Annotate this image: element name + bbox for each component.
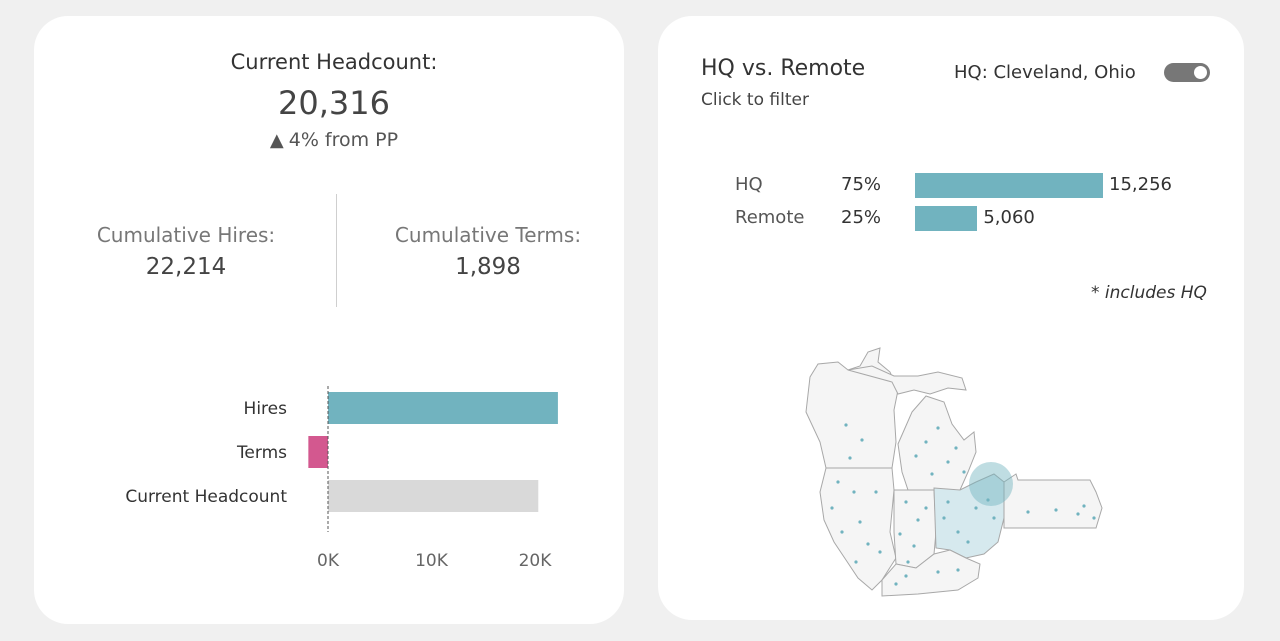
- employee-dot: [874, 490, 878, 494]
- map-state-indiana[interactable]: [893, 489, 937, 569]
- toggle-knob: [1194, 66, 1207, 79]
- employee-dot: [904, 500, 908, 504]
- category-label: Terms: [236, 443, 287, 463]
- hq-toggle-switch[interactable]: [1164, 63, 1210, 82]
- hq-cleveland-bubble[interactable]: [969, 462, 1013, 506]
- hq-remote-subtitle: Click to filter: [701, 90, 809, 110]
- employee-dot: [966, 540, 970, 544]
- employee-dot: [974, 506, 978, 510]
- employee-dot: [898, 532, 902, 536]
- employee-dot: [858, 520, 862, 524]
- hq-row-percent: 25%: [841, 207, 882, 228]
- employee-dot: [962, 470, 966, 474]
- employee-dot: [860, 438, 864, 442]
- employee-dot: [986, 498, 990, 502]
- employee-dot: [866, 542, 870, 546]
- headcount-card: Current Headcount: 20,316 ▲ 4% from PP Cu…: [34, 16, 624, 624]
- headcount-value: 20,316: [278, 84, 390, 122]
- employee-dot: [852, 490, 856, 494]
- x-tick-label: 0K: [317, 551, 340, 571]
- bar-hires[interactable]: [328, 392, 558, 424]
- hq-row-label: HQ: [735, 174, 763, 195]
- employee-dot: [1092, 516, 1096, 520]
- employee-dot: [894, 582, 898, 586]
- cumulative-terms-label: Cumulative Terms:: [394, 223, 582, 247]
- employee-dot: [956, 568, 960, 572]
- employee-dot: [906, 560, 910, 564]
- employee-dot: [930, 472, 934, 476]
- hq-row-bar[interactable]: [915, 206, 978, 231]
- employee-dot: [904, 574, 908, 578]
- bar-current-headcount[interactable]: [328, 480, 539, 512]
- hq-remote-card: HQ vs. Remote Click to filter HQ: Clevel…: [658, 16, 1244, 620]
- up-triangle-icon: ▲: [269, 130, 284, 151]
- employee-dot: [844, 423, 848, 427]
- employee-dot: [954, 446, 958, 450]
- x-tick-label: 20K: [519, 551, 553, 571]
- hires-terms-bar-chart: Hires Terms Current Headcount 0K 10K 20K: [125, 386, 558, 571]
- headcount-title: Current Headcount:: [230, 50, 438, 74]
- employee-dot: [1026, 510, 1030, 514]
- hq-remote-title: HQ vs. Remote: [701, 56, 866, 81]
- hq-location-label: HQ: Cleveland, Ohio: [954, 62, 1136, 83]
- map-state-michigan-lower[interactable]: [897, 395, 977, 491]
- employee-dot: [946, 500, 950, 504]
- employee-dot: [956, 530, 960, 534]
- hq-row-label: Remote: [735, 207, 805, 228]
- employee-dot: [936, 426, 940, 430]
- employee-dot: [942, 516, 946, 520]
- employee-dot: [914, 454, 918, 458]
- map-state-illinois[interactable]: [819, 467, 897, 591]
- cumulative-hires-value: 22,214: [145, 254, 227, 280]
- x-tick-label: 10K: [415, 551, 449, 571]
- employee-dot: [840, 530, 844, 534]
- hq-row-value: 5,060: [983, 207, 1035, 228]
- hq-row-value: 15,256: [1109, 174, 1172, 195]
- employee-dot: [946, 460, 950, 464]
- employee-dot: [916, 518, 920, 522]
- map-state-ohio[interactable]: [933, 473, 1005, 559]
- category-label: Hires: [244, 399, 288, 419]
- employee-dot: [912, 544, 916, 548]
- employee-dot: [878, 550, 882, 554]
- includes-hq-note: * includes HQ: [1091, 283, 1207, 303]
- employee-dot: [924, 506, 928, 510]
- map-state-wisconsin[interactable]: [805, 347, 899, 471]
- employee-dot: [836, 480, 840, 484]
- kpi-divider: [336, 194, 337, 307]
- employee-dot: [936, 570, 940, 574]
- employee-dot: [1054, 508, 1058, 512]
- map-state-michigan-upper[interactable]: [847, 365, 967, 395]
- employee-dot: [924, 440, 928, 444]
- employee-dot: [992, 516, 996, 520]
- employee-dot: [830, 506, 834, 510]
- map-state-kentucky[interactable]: [881, 549, 981, 597]
- cumulative-terms-value: 1,898: [455, 254, 521, 280]
- cumulative-hires-label: Cumulative Hires:: [96, 223, 276, 247]
- employee-dot: [854, 560, 858, 564]
- hq-row-percent: 75%: [841, 174, 882, 195]
- map-state-pennsylvania[interactable]: [1003, 473, 1103, 529]
- category-label: Current Headcount: [125, 487, 287, 507]
- employee-dot: [1082, 504, 1086, 508]
- headcount-change: ▲ 4% from PP: [270, 129, 398, 151]
- hq-row-bar[interactable]: [915, 173, 1103, 198]
- bar-terms[interactable]: [308, 436, 328, 468]
- employee-dot: [1076, 512, 1080, 516]
- headcount-change-text: 4% from PP: [288, 129, 399, 151]
- remote-employee-dots: [830, 423, 1096, 586]
- employee-dot: [848, 456, 852, 460]
- region-map[interactable]: [798, 332, 1118, 602]
